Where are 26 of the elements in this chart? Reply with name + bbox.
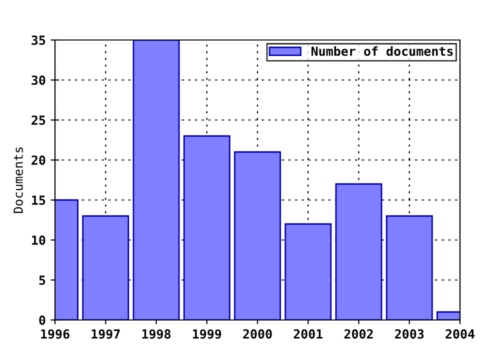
bar xyxy=(183,135,230,320)
x-tick-label: 2001 xyxy=(294,329,323,339)
x-tick-label: 1997 xyxy=(92,329,120,339)
bar xyxy=(234,151,281,320)
x-tick-label: 2002 xyxy=(344,329,373,339)
bar xyxy=(82,215,130,320)
bar xyxy=(132,40,180,320)
y-tick-label: 10 xyxy=(32,235,46,245)
bar xyxy=(284,223,332,320)
y-tick-label: 35 xyxy=(32,35,46,45)
bar xyxy=(335,183,382,320)
x-tick-label: 1999 xyxy=(192,329,222,339)
y-tick-label: 20 xyxy=(32,155,46,165)
y-axis-title: Documents xyxy=(14,147,23,214)
x-tick-label: 2003 xyxy=(395,329,424,339)
x-tick-label: 1996 xyxy=(41,329,70,339)
x-tick-label: 1998 xyxy=(142,329,171,339)
x-tick-label: 2004 xyxy=(446,329,474,339)
x-tick-label: 2000 xyxy=(243,329,272,339)
legend-label: Number of documents xyxy=(311,46,453,56)
y-tick-label: 30 xyxy=(32,75,46,85)
y-tick-label: 5 xyxy=(39,276,46,285)
y-tick-label: 0 xyxy=(39,315,46,325)
y-tick-label: 25 xyxy=(32,115,46,125)
y-tick-label: 15 xyxy=(32,196,46,205)
bar xyxy=(386,215,433,320)
